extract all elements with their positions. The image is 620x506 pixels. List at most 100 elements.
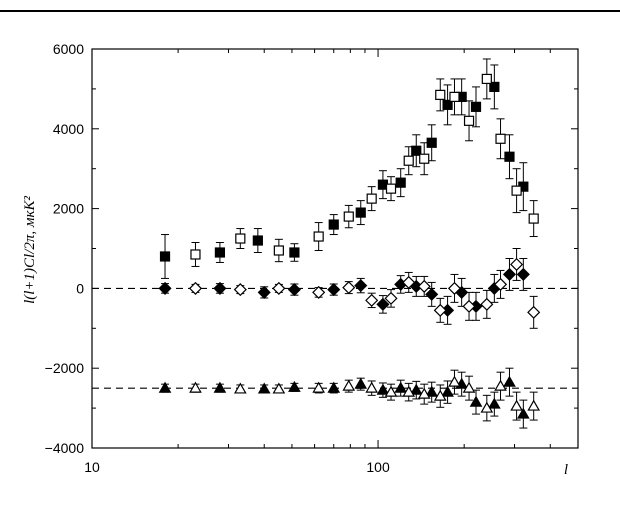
y-axis-title: l(l+1)Cl/2π, мкК² [22,196,38,304]
data-point-triangle [425,385,439,397]
data-point-triangle [516,407,530,419]
data-point-square [442,99,453,110]
data-point-diamond [327,283,341,297]
data-point-triangle [272,382,286,394]
data-point-triangle [441,385,454,397]
data-point-square [252,235,263,246]
data-point-square [235,233,246,244]
data-point-square [385,183,397,194]
data-point-square [395,177,406,188]
data-point-triangle [402,385,416,397]
data-point-triangle [365,381,379,393]
data-point-triangle [448,375,461,387]
data-point-square [403,155,414,166]
data-point-diamond [342,281,356,295]
data-point-square [495,133,506,144]
data-point-diamond [502,267,517,281]
data-point-diamond [462,299,476,313]
data-point-square [366,193,377,204]
data-series [188,248,541,329]
data-point-triangle [288,380,301,392]
y-tick-label: 0 [76,280,84,296]
data-point-triangle [394,381,408,393]
axis-ticks [91,48,579,449]
y-tick-label: 4000 [53,121,84,137]
y-tick-label: −2000 [45,360,85,376]
data-point-square [426,137,437,148]
top-rule [0,10,620,12]
data-point-triangle [257,382,271,394]
data-point-square [489,81,500,93]
x-tick-label: 10 [84,459,100,475]
data-point-triangle [327,381,341,393]
data-point-square [504,151,515,162]
data-point-triangle [417,387,431,399]
data-point-triangle [480,401,494,413]
data-point-diamond [384,291,398,305]
y-tick-label: 2000 [53,201,84,217]
data-point-triangle [384,385,398,397]
data-point-triangle [527,399,541,411]
data-point-triangle [462,381,476,393]
data-point-diamond [376,297,390,311]
data-point-square [528,213,539,224]
data-point-diamond [425,287,439,301]
data-marks [158,58,541,429]
data-point-diamond [354,279,368,293]
data-point-diamond [257,285,271,299]
data-point-square [463,115,475,126]
data-series [190,58,539,267]
data-point-square [470,101,482,112]
data-point-triangle [376,383,390,395]
data-point-diamond [213,281,227,295]
x-axis-title: l [564,462,568,478]
data-point-diamond [158,281,172,295]
y-tick-label: 6000 [53,41,84,57]
reference-lines [92,287,578,389]
data-point-square [214,247,226,258]
data-point-square [313,231,324,242]
data-point-diamond [433,303,447,317]
x-tick-label: 100 [366,459,390,475]
data-point-square [343,211,354,222]
data-series [159,64,529,279]
data-point-diamond [365,293,379,307]
data-point-square [481,73,492,85]
data-point-triangle [354,377,368,389]
data-point-diamond [233,283,247,297]
data-point-square [511,185,522,196]
data-point-diamond [188,281,203,295]
data-point-diamond [312,285,326,299]
data-point-square [190,249,201,260]
data-point-triangle [312,381,326,393]
data-point-diamond [272,281,286,295]
data-series [158,257,530,325]
data-point-square [449,91,460,102]
y-tick-label: −4000 [45,440,85,456]
data-point-triangle [342,379,356,391]
data-series [158,367,530,429]
data-point-diamond [447,281,462,295]
tick-labels: −4000 −2000 0 2000 4000 6000 10 100 [45,41,390,475]
data-point-diamond [480,297,494,311]
data-point-square [411,145,422,156]
data-point-diamond [417,279,431,293]
data-point-triangle [409,383,423,395]
data-point-square [328,219,339,230]
data-point-square [289,247,300,258]
data-point-triangle [503,375,516,387]
data-point-diamond [510,257,524,272]
data-point-triangle [488,397,501,409]
data-point-diamond [402,275,416,289]
data-point-triangle [189,381,202,393]
data-point-triangle [469,395,483,407]
data-point-square [355,207,366,218]
data-point-square [159,251,171,262]
data-point-triangle [494,379,507,391]
data-point-triangle [233,382,247,394]
data-series [189,369,541,422]
data-point-square [435,89,446,100]
data-point-triangle [433,389,447,401]
data-point-diamond [516,267,530,281]
